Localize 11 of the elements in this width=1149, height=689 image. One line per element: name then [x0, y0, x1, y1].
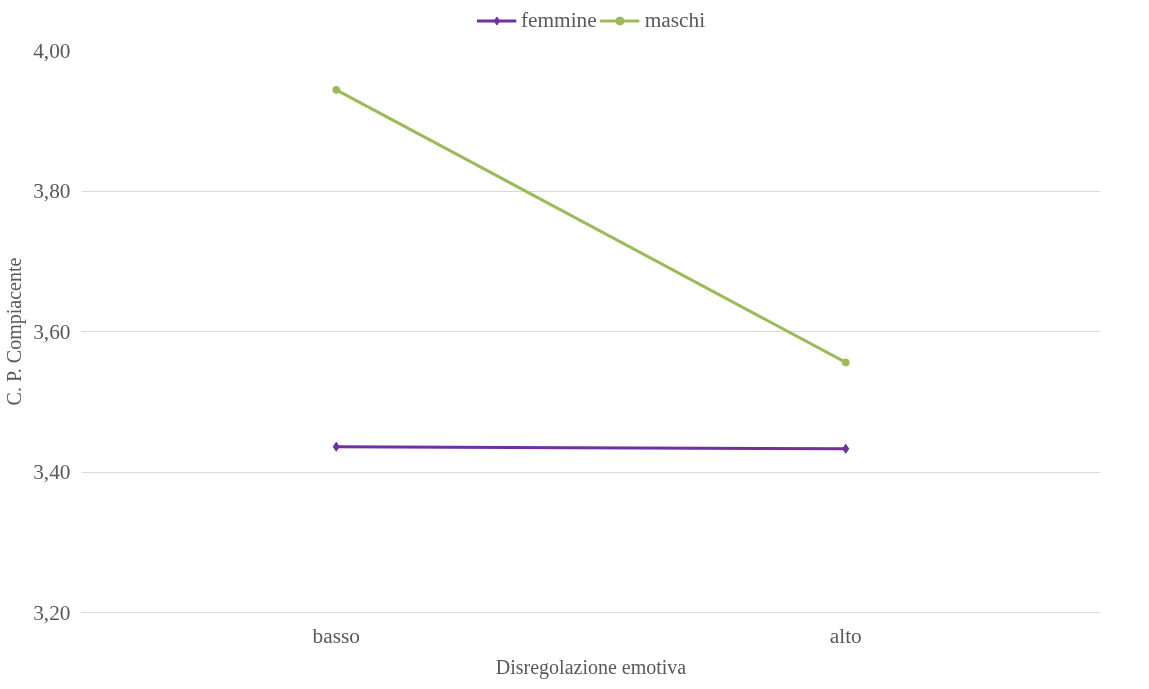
legend-label: femmine: [520, 7, 597, 33]
y-tick-label: 4,00: [33, 38, 71, 63]
x-tick-label: alto: [829, 623, 862, 648]
y-tick-label: 3,40: [33, 460, 71, 484]
y-tick-label: 3,80: [33, 179, 71, 203]
y-tick-label: 3,20: [33, 600, 71, 625]
x-tick-label: basso: [312, 623, 360, 648]
y-tick-label: 3,60: [33, 319, 71, 344]
y-axis-title: C. P. Compiacente: [3, 257, 27, 406]
legend-label: maschi: [644, 7, 706, 33]
x-axis-title: Disregolazione emotiva: [495, 655, 687, 679]
